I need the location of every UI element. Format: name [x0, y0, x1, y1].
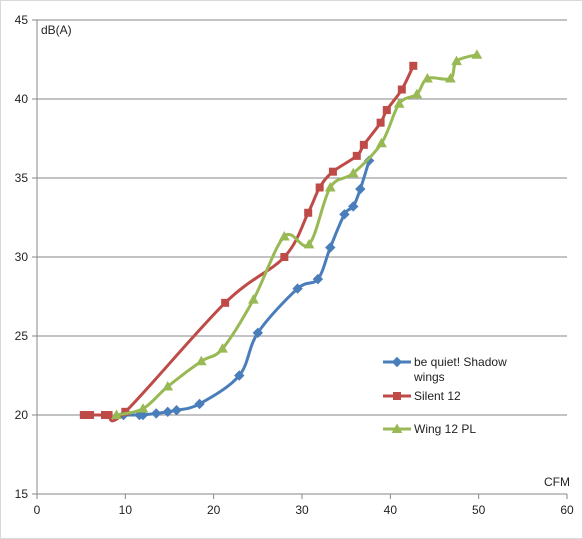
data-point-silent-12 [328, 167, 337, 176]
data-point-wing-12-pl [137, 403, 149, 413]
data-point-silent-12 [359, 140, 368, 149]
series-wing-12-pl [111, 49, 483, 419]
data-point-be-quiet-shadow-wings [363, 155, 375, 166]
data-point-silent-12 [280, 253, 289, 261]
legend-label: Silent 12 [414, 389, 461, 403]
x-tick-label: 10 [119, 503, 133, 517]
data-point-silent-12 [409, 61, 418, 70]
data-point-wing-12-pl [303, 238, 315, 249]
data-point-be-quiet-shadow-wings [194, 398, 205, 410]
data-point-be-quiet-shadow-wings [162, 406, 173, 418]
y-tick-label: 35 [15, 171, 29, 185]
data-point-silent-12 [397, 85, 406, 94]
y-tick-label: 25 [15, 329, 29, 343]
data-point-be-quiet-shadow-wings [292, 283, 303, 294]
gridlines [37, 19, 567, 416]
x-tick-label: 60 [560, 503, 574, 517]
legend-item-wing-12-pl: Wing 12 PL [383, 422, 476, 436]
data-point-wing-12-pl [347, 167, 359, 178]
legend-marker [391, 423, 403, 433]
legend-marker [393, 392, 401, 400]
x-axis-title: CFM [544, 475, 570, 489]
y-tick-label: 20 [15, 408, 29, 422]
data-point-wing-12-pl [393, 98, 405, 108]
data-point-wing-12-pl [195, 355, 207, 366]
series-line-be-quiet-shadow-wings [122, 159, 371, 417]
y-axis-title: dB(A) [41, 23, 72, 37]
data-point-wing-12-pl [217, 343, 228, 353]
data-point-silent-12 [104, 411, 113, 419]
legend-label: wings [413, 370, 445, 384]
y-tick-label: 30 [15, 250, 29, 264]
y-tick-label: 45 [15, 13, 29, 27]
data-point-be-quiet-shadow-wings [137, 409, 149, 421]
data-point-wing-12-pl [422, 72, 433, 83]
data-point-wing-12-pl [451, 55, 462, 66]
data-point-be-quiet-shadow-wings [355, 183, 366, 195]
data-point-silent-12 [221, 298, 230, 307]
data-point-wing-12-pl [411, 88, 423, 99]
x-tick-label: 50 [472, 503, 486, 517]
data-point-be-quiet-shadow-wings [325, 242, 336, 253]
data-point-be-quiet-shadow-wings [151, 408, 162, 419]
data-point-be-quiet-shadow-wings [234, 370, 245, 381]
data-point-wing-12-pl [376, 137, 387, 148]
x-tick-label: 0 [34, 503, 41, 517]
legend-label: Wing 12 PL [414, 422, 476, 436]
legend-item-silent-12: Silent 12 [383, 389, 461, 403]
data-point-be-quiet-shadow-wings [339, 209, 350, 220]
series-silent-12 [79, 61, 418, 423]
data-point-wing-12-pl [471, 49, 483, 59]
data-point-wing-12-pl [248, 294, 259, 304]
data-point-wing-12-pl [278, 230, 290, 241]
data-point-be-quiet-shadow-wings [171, 405, 182, 416]
data-point-silent-12 [352, 151, 361, 160]
data-point-wing-12-pl [445, 72, 456, 83]
y-tick-label: 40 [15, 92, 29, 106]
data-point-silent-12 [315, 183, 324, 192]
axes: 15 20 25 30 35 40 45 0 10 20 30 40 50 60 [15, 13, 574, 517]
data-point-be-quiet-shadow-wings [252, 327, 264, 339]
data-point-silent-12 [376, 118, 385, 127]
data-point-wing-12-pl [111, 409, 122, 419]
data-point-be-quiet-shadow-wings [348, 201, 359, 212]
x-tick-label: 20 [207, 503, 221, 517]
data-point-silent-12 [304, 208, 313, 217]
x-tick-label: 40 [384, 503, 398, 517]
legend-label: be quiet! Shadow [414, 355, 507, 369]
legend-marker [391, 356, 403, 368]
x-tick-label: 30 [295, 503, 309, 517]
data-point-be-quiet-shadow-wings [312, 273, 324, 285]
data-point-wing-12-pl [162, 381, 174, 391]
data-point-silent-12 [382, 106, 391, 115]
series-lines [79, 49, 483, 423]
y-tick-label: 15 [15, 487, 29, 501]
data-point-wing-12-pl [324, 181, 336, 192]
data-point-silent-12 [86, 411, 94, 419]
